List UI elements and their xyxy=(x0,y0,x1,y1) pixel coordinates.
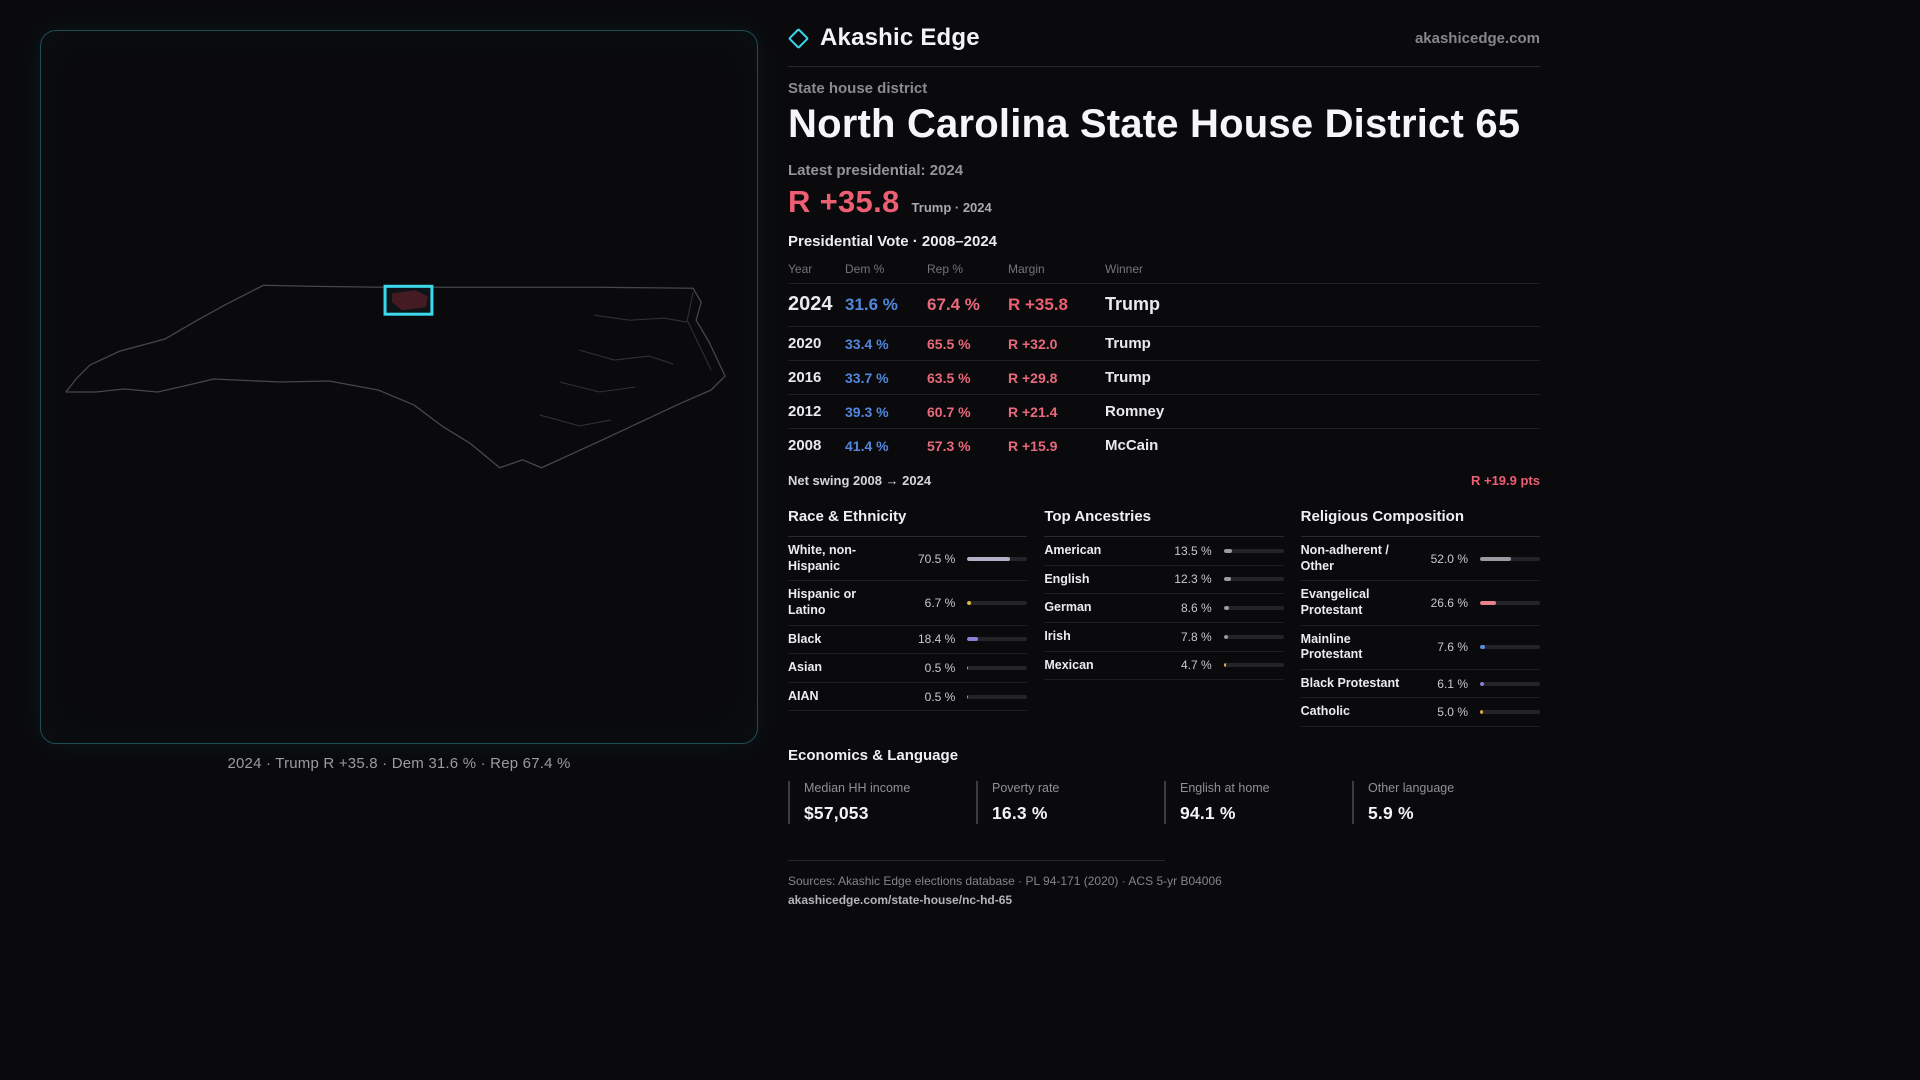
bar-track xyxy=(1479,600,1540,605)
table-row: 2016 33.7 % 63.5 % R +29.8 Trump xyxy=(788,360,1540,394)
table-title: Presidential Vote · 2008–2024 xyxy=(788,233,998,250)
bar-fill xyxy=(1479,600,1496,605)
bar-track xyxy=(1223,663,1284,668)
site-link[interactable]: akashicedge.com xyxy=(1414,29,1540,47)
demo-row: Non-adherent / Other 52.0 % xyxy=(1300,537,1540,582)
section-title: Top Ancestries xyxy=(1044,500,1284,537)
demo-row: Catholic 5.0 % xyxy=(1300,698,1540,727)
table-row: 2020 33.4 % 65.5 % R +32.0 Trump xyxy=(788,326,1540,360)
stat-poverty-rate: Poverty rate 16.3 % xyxy=(976,781,1164,824)
state-outline xyxy=(65,284,726,469)
bar-fill xyxy=(1479,645,1485,650)
bar-track xyxy=(967,665,1028,670)
margin-value: R +35.8 xyxy=(788,184,900,219)
map-caption: 2024 · Trump R +35.8 · Dem 31.6 % · Rep … xyxy=(227,755,571,772)
bar-fill xyxy=(967,637,979,642)
bar-track xyxy=(1223,577,1284,582)
table-row: 2008 41.4 % 57.3 % R +15.9 McCain xyxy=(788,428,1540,462)
header-bar: Akashic Edge akashicedge.com xyxy=(787,24,1540,67)
bar-fill xyxy=(1479,710,1483,715)
brand-name: Akashic Edge xyxy=(820,24,980,51)
net-swing-label: Net swing 2008 → 2024 xyxy=(788,473,932,488)
stat-english-at-home: English at home 94.1 % xyxy=(1164,781,1352,824)
bar-track xyxy=(967,694,1028,699)
col-winner: Winner xyxy=(1105,262,1144,276)
col-dem: Dem % xyxy=(845,262,885,276)
net-swing-row: Net swing 2008 → 2024 R +19.9 pts xyxy=(788,462,1540,500)
religion-column: Religious Composition Non-adherent / Oth… xyxy=(1300,500,1540,727)
bar-fill xyxy=(1223,663,1227,668)
table-row: 2012 39.3 % 60.7 % R +21.4 Romney xyxy=(788,394,1540,428)
section-title: Religious Composition xyxy=(1300,500,1540,537)
sources-line: Sources: Akashic Edge elections database… xyxy=(788,874,1222,888)
stat-median-income: Median HH income $57,053 xyxy=(788,781,976,824)
section-title: Race & Ethnicity xyxy=(788,500,1028,537)
bar-track xyxy=(1479,556,1540,561)
bar-fill xyxy=(967,665,969,670)
race-ethnicity-column: Race & Ethnicity White, non-Hispanic 70.… xyxy=(788,500,1028,727)
net-swing-value: R +19.9 pts xyxy=(1470,473,1540,488)
demo-row: Hispanic or Latino 6.7 % xyxy=(788,581,1028,626)
bar-track xyxy=(1479,681,1540,686)
permalink[interactable]: akashicedge.com/state-house/nc-hd-65 xyxy=(788,893,1013,907)
col-rep: Rep % xyxy=(927,262,964,276)
demo-row: Mainline Protestant 7.6 % xyxy=(1300,626,1540,670)
bar-fill xyxy=(967,600,972,605)
demo-row: Asian 0.5 % xyxy=(788,654,1028,683)
demo-row: Evangelical Protestant 26.6 % xyxy=(1300,581,1540,626)
bar-fill xyxy=(967,556,1010,561)
footer-divider xyxy=(788,860,1165,861)
demo-row: AIAN 0.5 % xyxy=(788,683,1028,712)
bar-fill xyxy=(1223,606,1229,611)
diamond-logo-icon xyxy=(787,27,810,49)
demo-row: Black 18.4 % xyxy=(788,626,1028,655)
north-carolina-map xyxy=(65,284,726,469)
demographics-section: Race & Ethnicity White, non-Hispanic 70.… xyxy=(788,500,1540,727)
stat-other-language: Other language 5.9 % xyxy=(1352,781,1540,824)
bar-fill xyxy=(967,694,969,699)
economics-stats: Median HH income $57,053 Poverty rate 16… xyxy=(788,781,1540,824)
latest-presidential-label: Latest presidential: 2024 xyxy=(788,162,964,179)
bar-track xyxy=(1479,645,1540,650)
bar-fill xyxy=(1479,556,1512,561)
table-header: Year Dem % Rep % Margin Winner xyxy=(788,262,1540,283)
table-row: 2024 31.6 % 67.4 % R +35.8 Trump xyxy=(788,283,1540,326)
bar-track xyxy=(967,556,1028,561)
district-highlight-box xyxy=(383,284,434,316)
bar-fill xyxy=(1223,577,1232,582)
bar-track xyxy=(1223,548,1284,553)
bar-track xyxy=(967,600,1028,605)
bar-fill xyxy=(1223,548,1232,553)
bar-fill xyxy=(1479,681,1484,686)
demo-row: White, non-Hispanic 70.5 % xyxy=(788,537,1028,582)
kicker-label: State house district xyxy=(788,80,928,97)
demo-row: Irish 7.8 % xyxy=(1044,623,1284,652)
bar-track xyxy=(1223,606,1284,611)
district-shape xyxy=(392,290,428,311)
demo-row: Black Protestant 6.1 % xyxy=(1300,670,1540,699)
headline-margin: R +35.8 Trump · 2024 xyxy=(788,184,1540,220)
demo-row: English 12.3 % xyxy=(1044,566,1284,595)
demo-row: German 8.6 % xyxy=(1044,594,1284,623)
demo-row: Mexican 4.7 % xyxy=(1044,652,1284,681)
ancestries-column: Top Ancestries American 13.5 % English 1… xyxy=(1044,500,1284,727)
district-locator-map xyxy=(40,30,758,744)
bar-fill xyxy=(1223,634,1229,639)
margin-context: Trump · 2024 xyxy=(911,200,992,215)
demo-row: American 13.5 % xyxy=(1044,537,1284,566)
col-margin: Margin xyxy=(1008,262,1045,276)
coastline-detail xyxy=(539,292,712,427)
detail-panel: Akashic Edge akashicedge.com State house… xyxy=(787,24,1540,909)
economics-title: Economics & Language xyxy=(788,747,959,764)
page-title: North Carolina State House District 65 xyxy=(788,102,1521,146)
bar-track xyxy=(1479,710,1540,715)
bar-track xyxy=(1223,634,1284,639)
bar-track xyxy=(967,637,1028,642)
col-year: Year xyxy=(788,262,813,276)
